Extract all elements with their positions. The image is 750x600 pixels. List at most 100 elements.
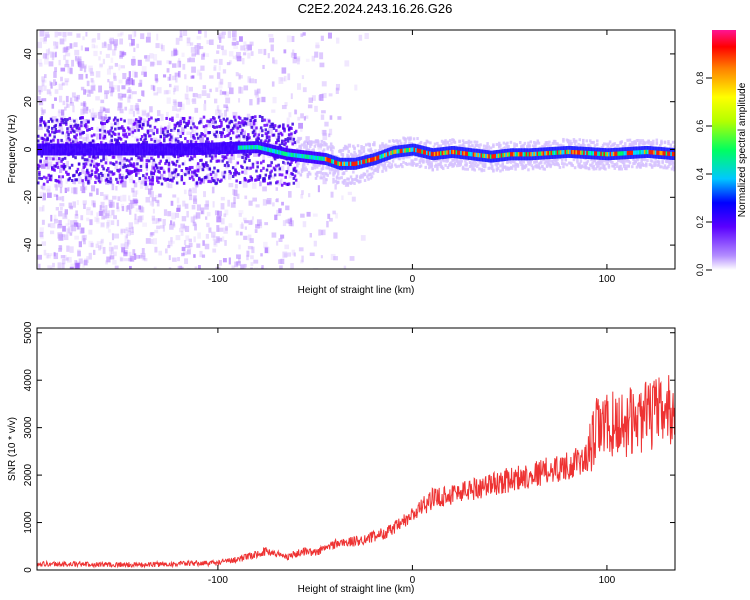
spectrogram-speckle [239, 264, 245, 269]
spectrogram-speckle [96, 188, 99, 195]
spectrogram-cell [93, 164, 96, 168]
spectrogram-cell [376, 168, 380, 172]
spectrogram-speckle [272, 202, 275, 207]
spectrogram-cell [398, 157, 402, 161]
spectrogram-cell [328, 171, 332, 175]
spectrogram-cell [166, 130, 170, 134]
spectrogram-cell [312, 148, 315, 152]
spectrogram-cell [603, 142, 606, 146]
spectrogram-cell [268, 119, 271, 123]
spectrogram-ridge-peak [441, 150, 444, 156]
spectrogram-cell [172, 176, 175, 180]
spectrogram-ridge-peak [335, 160, 338, 166]
colorbar: 0.00.20.40.60.8 Normalized spectral ampl… [695, 30, 748, 276]
spectrogram-speckle [41, 110, 45, 116]
spectrogram-cell [250, 125, 254, 129]
spectrogram-cell [81, 116, 84, 120]
spectrogram-cell [201, 168, 205, 172]
spectrogram-cell [49, 174, 53, 178]
spectrogram-speckle [211, 118, 215, 125]
spectrogram-ridge-peak [399, 148, 402, 154]
spectrogram-speckle [157, 166, 162, 170]
spectrogram-cell [80, 120, 83, 124]
spectrogram-cell [252, 129, 256, 133]
spectrogram-cell [384, 166, 388, 170]
spectrogram-ridge-peak [626, 150, 629, 156]
spectrogram-cell [461, 139, 465, 143]
spectrogram-speckle [150, 238, 154, 245]
spectrogram-cell [46, 128, 49, 132]
spectrogram-speckle [233, 196, 236, 204]
spectrogram-cell [268, 176, 271, 180]
spectrogram-cell [56, 165, 60, 169]
spectrogram-speckle [255, 224, 260, 229]
spectrogram-cell [425, 160, 429, 164]
spectrogram-cell [213, 166, 216, 170]
spectrogram-cell [663, 164, 667, 168]
spectrogram-speckle [158, 250, 163, 256]
spectrogram-cell [660, 165, 663, 169]
spectrogram-ridge-cell [128, 143, 132, 156]
spectrogram-speckle [283, 49, 287, 54]
spectrogram-speckle [317, 185, 320, 193]
spectrogram-cell [307, 148, 311, 152]
spectrogram-ridge-peak [667, 151, 670, 156]
spectrogram-speckle [182, 171, 186, 176]
spectrogram-cell [40, 154, 44, 158]
spectrogram-ridge-cell [225, 142, 228, 155]
spectrogram-speckle [327, 32, 332, 39]
spectrogram-cell [135, 173, 138, 177]
spectrogram-speckle [239, 231, 243, 236]
spectrogram-speckle [96, 126, 99, 132]
spectrogram-cell [116, 118, 119, 122]
spectrogram-ridge-cell [222, 142, 225, 155]
spectrogram-cell [261, 116, 264, 120]
spectrogram-ridge-peak [597, 151, 600, 156]
spectrogram-cell [465, 162, 468, 166]
spectrogram-cell [592, 140, 596, 144]
spectrogram-ridge-peak [503, 152, 506, 158]
spectrogram-speckle [69, 232, 73, 236]
spectrogram-cell [585, 139, 589, 143]
spectrogram-cell [371, 164, 375, 168]
spectrogram-cell [61, 175, 65, 179]
spectrogram-speckle [100, 222, 105, 227]
spectrogram-cell [179, 122, 182, 126]
spectrogram-speckle [54, 67, 58, 73]
spectrogram-cell [342, 181, 346, 185]
spectrogram-speckle [154, 194, 159, 198]
spectrogram-speckle [129, 209, 132, 215]
spectrogram-ridge-cell [181, 143, 185, 156]
spectrogram-cell [292, 176, 296, 180]
spectrogram-cell [282, 160, 285, 164]
spectrogram-speckle [166, 181, 170, 188]
spectrogram-speckle [172, 221, 176, 226]
spectrogram-speckle [154, 246, 158, 253]
spectrogram-cell [251, 131, 255, 135]
spectrogram-speckle [122, 72, 127, 80]
spectrogram-cell [502, 141, 506, 145]
spectrogram-ridge-peak [575, 150, 578, 155]
spectrogram-speckle [42, 37, 47, 44]
spectrogram-cell [142, 174, 145, 178]
spectrogram-speckle [216, 216, 222, 223]
spectrogram-cell [673, 145, 675, 149]
spectrogram-speckle [90, 71, 95, 76]
spectrogram-ridge-peak [239, 145, 242, 150]
spectrogram-cell [263, 177, 266, 181]
spectrogram-cell [541, 164, 544, 168]
spectrogram-cell [167, 161, 171, 165]
spectrogram-cell [251, 165, 255, 169]
spectrogram-speckle [111, 183, 115, 191]
spectrogram-speckle [135, 170, 140, 175]
spectrogram-ridge-peak [519, 152, 522, 157]
spectrogram-cell [192, 133, 195, 137]
spectrogram-speckle [132, 70, 137, 78]
spectrogram-cell [506, 160, 509, 164]
spectrogram-speckle [309, 232, 312, 238]
spectrogram-speckle [140, 180, 145, 185]
spectrogram-cell [170, 128, 173, 132]
spectrogram-cell [145, 172, 149, 176]
spectrogram-speckle [67, 219, 70, 225]
spectrogram-ridge-peak [653, 150, 656, 155]
